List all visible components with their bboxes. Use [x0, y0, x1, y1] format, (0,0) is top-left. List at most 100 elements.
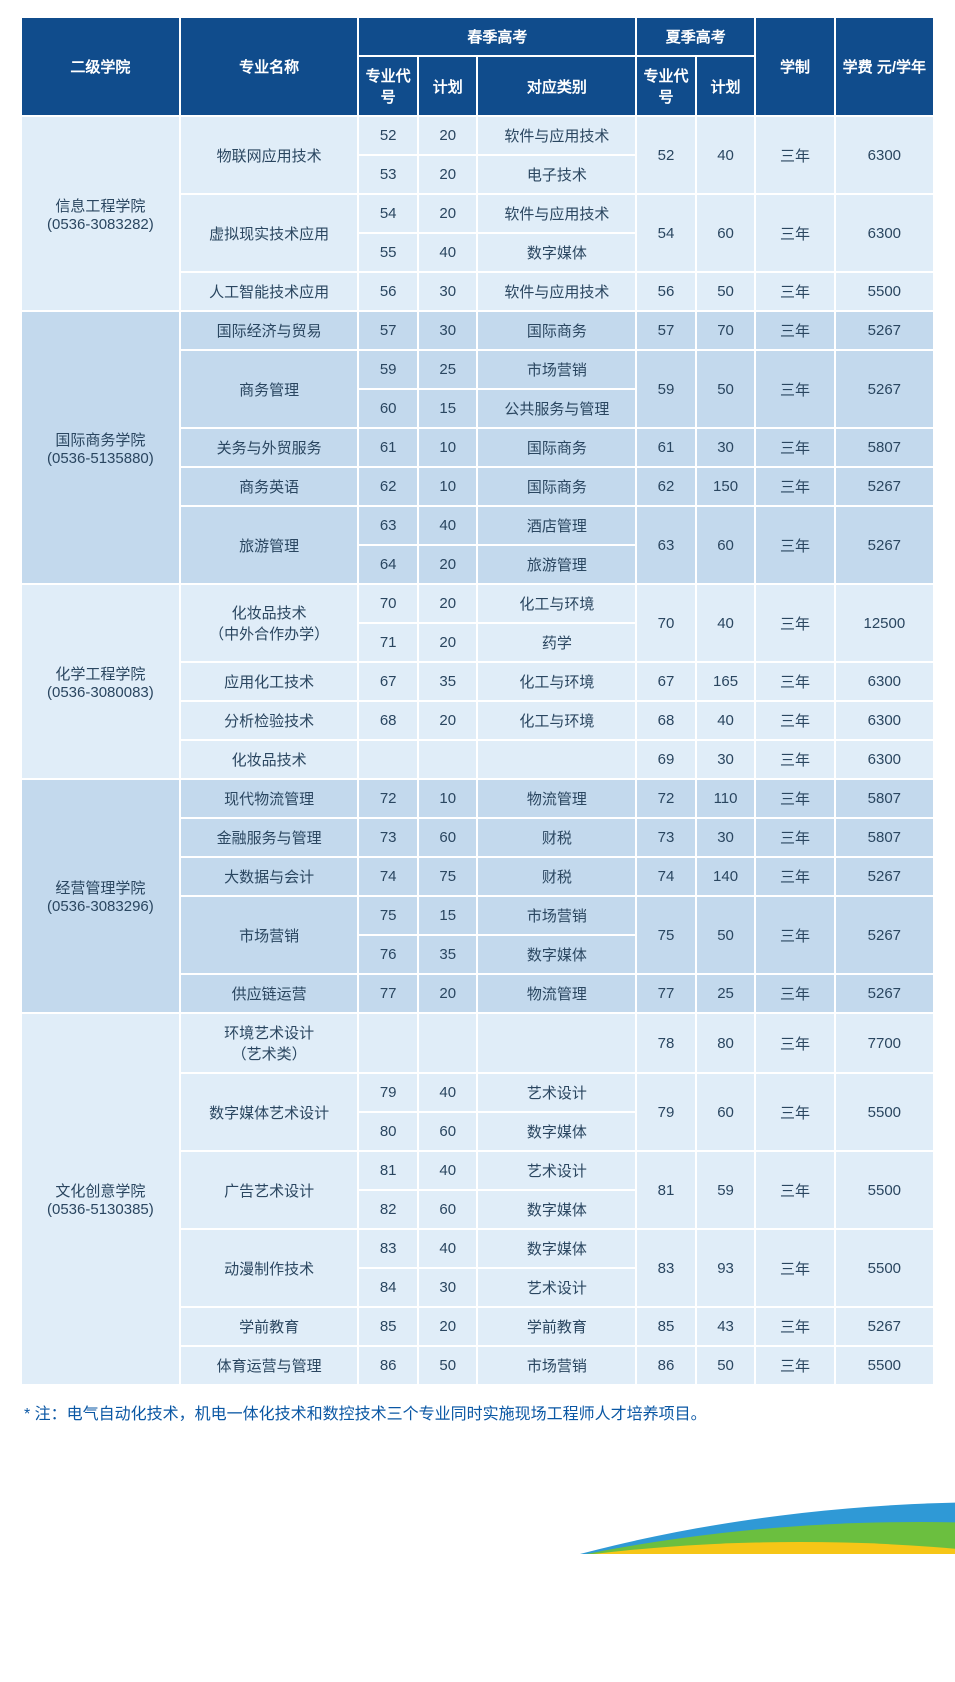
duration: 三年	[755, 116, 834, 194]
duration: 三年	[755, 506, 834, 584]
table-body: 信息工程学院(0536-3083282)物联网应用技术5220软件与应用技术52…	[21, 116, 934, 1385]
summer-code: 75	[636, 896, 696, 974]
th-college: 二级学院	[21, 17, 180, 116]
college-cell: 国际商务学院(0536-5135880)	[21, 311, 180, 584]
major-cell: 环境艺术设计（艺术类）	[180, 1013, 359, 1073]
summer-code: 73	[636, 818, 696, 857]
spring-code: 82	[358, 1190, 418, 1229]
spring-code: 55	[358, 233, 418, 272]
major-cell: 旅游管理	[180, 506, 359, 584]
spring-cat: 软件与应用技术	[477, 272, 636, 311]
spring-plan: 40	[418, 1073, 478, 1112]
spring-code: 64	[358, 545, 418, 584]
major-cell: 动漫制作技术	[180, 1229, 359, 1307]
major-cell: 供应链运营	[180, 974, 359, 1013]
tuition: 5500	[835, 1346, 934, 1385]
duration: 三年	[755, 194, 834, 272]
major-cell: 化妆品技术	[180, 740, 359, 779]
spring-cat: 数字媒体	[477, 1112, 636, 1151]
tuition: 5267	[835, 467, 934, 506]
spring-cat: 药学	[477, 623, 636, 662]
duration: 三年	[755, 311, 834, 350]
tuition: 5267	[835, 857, 934, 896]
table-row: 经营管理学院(0536-3083296)现代物流管理7210物流管理72110三…	[21, 779, 934, 818]
major-cell: 现代物流管理	[180, 779, 359, 818]
spring-code: 73	[358, 818, 418, 857]
duration: 三年	[755, 1307, 834, 1346]
major-cell: 广告艺术设计	[180, 1151, 359, 1229]
major-cell: 国际经济与贸易	[180, 311, 359, 350]
duration: 三年	[755, 467, 834, 506]
table-row: 化学工程学院(0536-3080083)化妆品技术（中外合作办学）7020化工与…	[21, 584, 934, 623]
spring-code: 77	[358, 974, 418, 1013]
spring-plan: 35	[418, 662, 478, 701]
summer-code: 62	[636, 467, 696, 506]
tuition: 5267	[835, 350, 934, 428]
spring-code: 80	[358, 1112, 418, 1151]
tuition: 5807	[835, 779, 934, 818]
summer-code: 63	[636, 506, 696, 584]
duration: 三年	[755, 740, 834, 779]
spring-plan: 60	[418, 1190, 478, 1229]
major-cell: 市场营销	[180, 896, 359, 974]
spring-code: 63	[358, 506, 418, 545]
spring-plan	[418, 1013, 478, 1073]
table-row: 信息工程学院(0536-3083282)物联网应用技术5220软件与应用技术52…	[21, 116, 934, 155]
spring-cat: 国际商务	[477, 311, 636, 350]
summer-plan: 30	[696, 428, 756, 467]
summer-plan: 165	[696, 662, 756, 701]
spring-cat: 学前教育	[477, 1307, 636, 1346]
summer-plan: 43	[696, 1307, 756, 1346]
spring-code: 71	[358, 623, 418, 662]
spring-plan: 15	[418, 896, 478, 935]
tuition: 5267	[835, 311, 934, 350]
spring-cat: 国际商务	[477, 467, 636, 506]
duration: 三年	[755, 974, 834, 1013]
spring-code: 61	[358, 428, 418, 467]
spring-cat: 电子技术	[477, 155, 636, 194]
spring-code: 86	[358, 1346, 418, 1385]
summer-code: 81	[636, 1151, 696, 1229]
spring-cat: 财税	[477, 857, 636, 896]
th-tuition: 学费 元/学年	[835, 17, 934, 116]
spring-plan: 30	[418, 272, 478, 311]
spring-cat: 公共服务与管理	[477, 389, 636, 428]
duration: 三年	[755, 662, 834, 701]
spring-cat: 市场营销	[477, 350, 636, 389]
summer-code: 68	[636, 701, 696, 740]
tuition: 5267	[835, 1307, 934, 1346]
summer-code: 83	[636, 1229, 696, 1307]
tuition: 5500	[835, 1229, 934, 1307]
major-cell: 商务英语	[180, 467, 359, 506]
summer-code: 77	[636, 974, 696, 1013]
duration: 三年	[755, 1346, 834, 1385]
spring-cat: 国际商务	[477, 428, 636, 467]
summer-plan: 150	[696, 467, 756, 506]
table-header: 二级学院 专业名称 春季高考 夏季高考 学制 学费 元/学年 专业代号 计划 对…	[21, 17, 934, 116]
spring-cat	[477, 1013, 636, 1073]
spring-cat: 数字媒体	[477, 1229, 636, 1268]
summer-code: 69	[636, 740, 696, 779]
summer-plan: 25	[696, 974, 756, 1013]
summer-plan: 50	[696, 350, 756, 428]
duration: 三年	[755, 818, 834, 857]
summer-plan: 60	[696, 506, 756, 584]
spring-code: 62	[358, 467, 418, 506]
th-spring: 春季高考	[358, 17, 636, 56]
footnote: * 注：电气自动化技术，机电一体化技术和数控技术三个专业同时实施现场工程师人才培…	[20, 1386, 935, 1464]
summer-plan: 110	[696, 779, 756, 818]
spring-plan: 60	[418, 818, 478, 857]
major-cell: 大数据与会计	[180, 857, 359, 896]
spring-cat: 化工与环境	[477, 662, 636, 701]
summer-code: 54	[636, 194, 696, 272]
spring-code: 75	[358, 896, 418, 935]
summer-code: 78	[636, 1013, 696, 1073]
tuition: 5267	[835, 506, 934, 584]
tuition: 6300	[835, 740, 934, 779]
tuition: 5500	[835, 1073, 934, 1151]
tuition: 5500	[835, 272, 934, 311]
summer-plan: 30	[696, 818, 756, 857]
admissions-table: 二级学院 专业名称 春季高考 夏季高考 学制 学费 元/学年 专业代号 计划 对…	[20, 16, 935, 1386]
duration: 三年	[755, 428, 834, 467]
spring-cat: 酒店管理	[477, 506, 636, 545]
